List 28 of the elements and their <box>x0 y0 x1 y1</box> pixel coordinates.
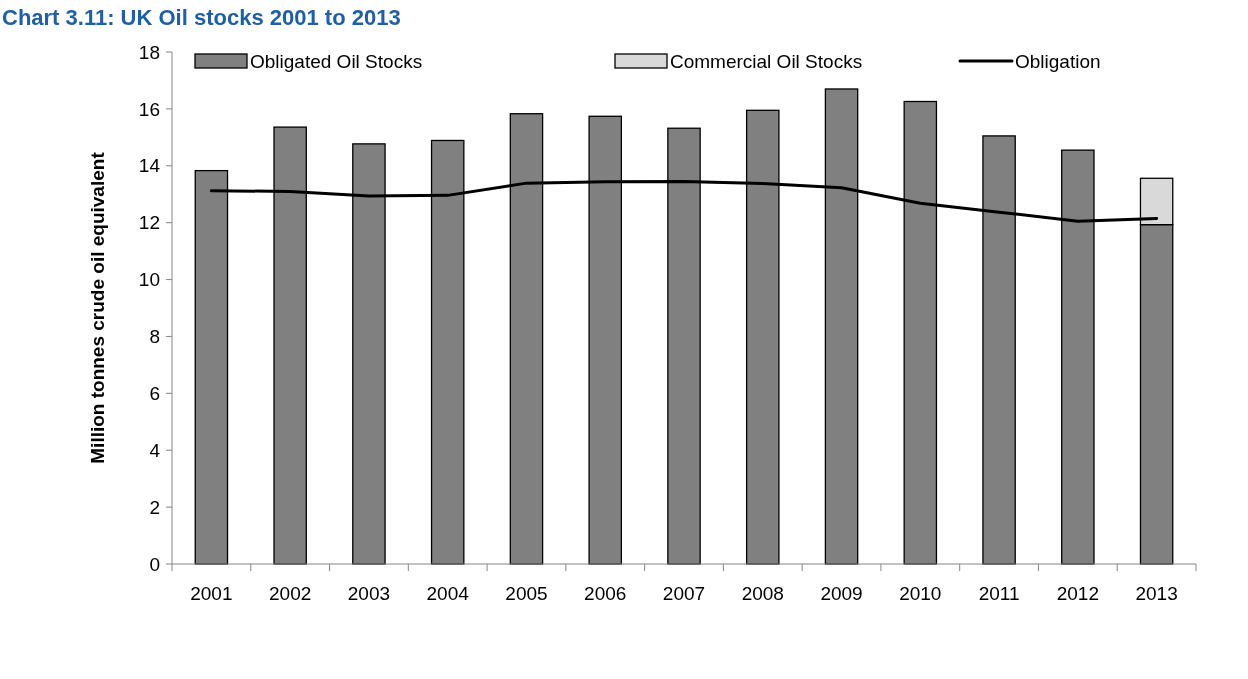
y-tick-label: 6 <box>149 382 160 404</box>
x-tick-label: 2011 <box>978 583 1020 604</box>
y-tick-label: 0 <box>149 553 160 575</box>
x-tick-label: 2005 <box>505 583 548 604</box>
y-tick-label: 8 <box>149 326 160 348</box>
y-axis-title: Million tonnes crude oil equivalent <box>87 151 108 464</box>
y-tick-label: 14 <box>138 155 161 177</box>
y-tick-label: 2 <box>149 496 160 518</box>
x-tick-label: 2001 <box>190 583 233 604</box>
x-tick-label: 2007 <box>662 583 706 604</box>
y-tick-label: 18 <box>138 41 160 63</box>
x-tick-label: 2009 <box>820 583 863 604</box>
x-tick-label: 2013 <box>1135 583 1178 604</box>
chart-title: Chart 3.11: UK Oil stocks 2001 to 2013 <box>2 5 401 30</box>
x-tick-label: 2003 <box>347 583 391 604</box>
x-tick-label: 2012 <box>1056 583 1099 604</box>
y-tick-label: 12 <box>138 212 160 234</box>
x-tick-label: 2002 <box>269 583 312 604</box>
legend-label: Commercial Oil Stocks <box>670 50 863 72</box>
x-tick-label: 2008 <box>741 583 784 604</box>
y-tick-label: 4 <box>149 439 161 461</box>
legend-label: Obligated Oil Stocks <box>250 50 423 72</box>
x-tick-label: 2006 <box>584 583 627 604</box>
legend-label: Obligation <box>1015 50 1101 72</box>
x-tick-label: 2010 <box>899 583 942 604</box>
y-tick-label: 16 <box>138 98 160 120</box>
x-tick-label: 2004 <box>426 583 470 604</box>
y-tick-label: 10 <box>138 269 160 291</box>
